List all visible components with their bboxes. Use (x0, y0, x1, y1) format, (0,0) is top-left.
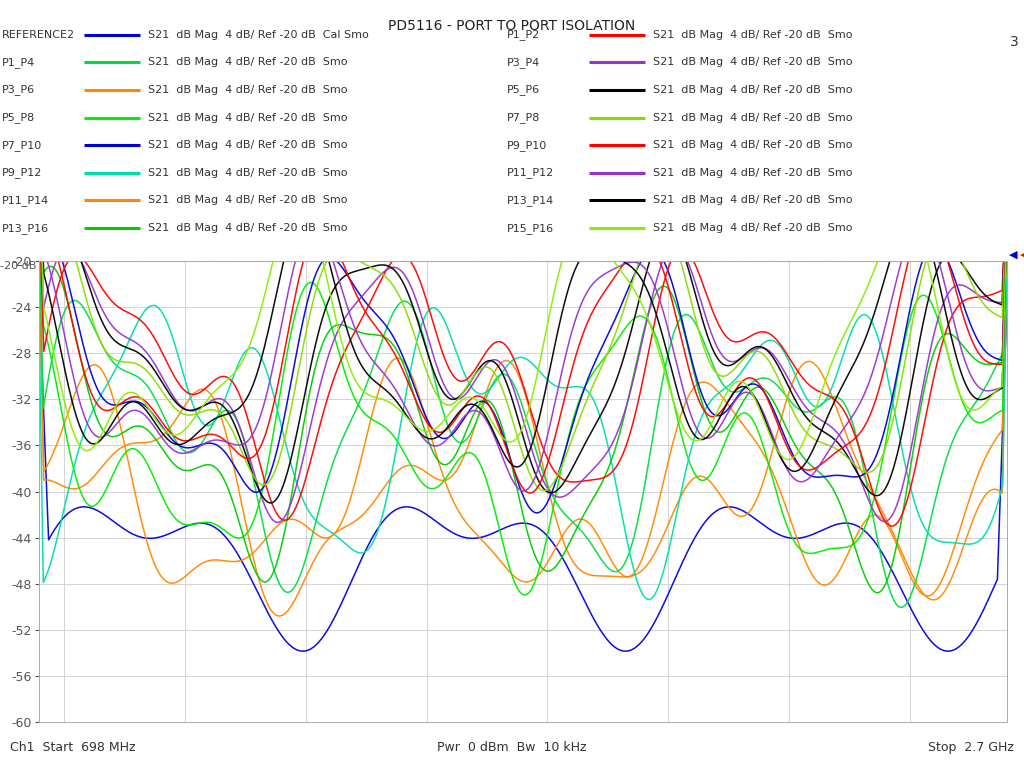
Text: P3_P6: P3_P6 (2, 84, 35, 95)
Text: P1_P4: P1_P4 (2, 57, 35, 68)
Text: P9_P10: P9_P10 (507, 140, 547, 151)
Text: 3: 3 (1010, 35, 1019, 48)
Text: P1_P2: P1_P2 (507, 29, 540, 40)
Text: S21  dB Mag  4 dB/ Ref -20 dB  Smo: S21 dB Mag 4 dB/ Ref -20 dB Smo (148, 57, 348, 68)
Text: S21  dB Mag  4 dB/ Ref -20 dB  Smo: S21 dB Mag 4 dB/ Ref -20 dB Smo (653, 223, 853, 233)
Text: P7_P10: P7_P10 (2, 140, 42, 151)
Text: S21  dB Mag  4 dB/ Ref -20 dB  Smo: S21 dB Mag 4 dB/ Ref -20 dB Smo (148, 195, 348, 206)
Text: P13_P16: P13_P16 (2, 223, 49, 233)
Text: P9_P12: P9_P12 (2, 167, 42, 178)
Text: S21  dB Mag  4 dB/ Ref -20 dB  Smo: S21 dB Mag 4 dB/ Ref -20 dB Smo (653, 84, 853, 95)
Text: S21  dB Mag  4 dB/ Ref -20 dB  Smo: S21 dB Mag 4 dB/ Ref -20 dB Smo (148, 223, 348, 233)
Text: PD5116 - PORT TO PORT ISOLATION: PD5116 - PORT TO PORT ISOLATION (388, 19, 636, 33)
Text: P11_P12: P11_P12 (507, 167, 554, 178)
Text: P5_P6: P5_P6 (507, 84, 540, 95)
Text: Stop  2.7 GHz: Stop 2.7 GHz (928, 741, 1014, 754)
Text: REFERENCE2: REFERENCE2 (2, 29, 75, 40)
Text: P3_P4: P3_P4 (507, 57, 540, 68)
Text: S21  dB Mag  4 dB/ Ref -20 dB  Cal Smo: S21 dB Mag 4 dB/ Ref -20 dB Cal Smo (148, 29, 370, 40)
Text: S21  dB Mag  4 dB/ Ref -20 dB  Smo: S21 dB Mag 4 dB/ Ref -20 dB Smo (148, 167, 348, 178)
Text: ◀: ◀ (1020, 250, 1024, 260)
Text: P15_P16: P15_P16 (507, 223, 554, 233)
Text: S21  dB Mag  4 dB/ Ref -20 dB  Smo: S21 dB Mag 4 dB/ Ref -20 dB Smo (148, 112, 348, 123)
Text: P7_P8: P7_P8 (507, 112, 541, 123)
Text: ◀: ◀ (1009, 250, 1017, 260)
Text: S21  dB Mag  4 dB/ Ref -20 dB  Smo: S21 dB Mag 4 dB/ Ref -20 dB Smo (653, 29, 853, 40)
Text: Pwr  0 dBm  Bw  10 kHz: Pwr 0 dBm Bw 10 kHz (437, 741, 587, 754)
Text: P13_P14: P13_P14 (507, 195, 554, 206)
Text: S21  dB Mag  4 dB/ Ref -20 dB  Smo: S21 dB Mag 4 dB/ Ref -20 dB Smo (653, 112, 853, 123)
Text: S21  dB Mag  4 dB/ Ref -20 dB  Smo: S21 dB Mag 4 dB/ Ref -20 dB Smo (653, 167, 853, 178)
Text: -20 dB: -20 dB (0, 261, 37, 271)
Text: P11_P14: P11_P14 (2, 195, 49, 206)
Text: S21  dB Mag  4 dB/ Ref -20 dB  Smo: S21 dB Mag 4 dB/ Ref -20 dB Smo (653, 195, 853, 206)
Text: S21  dB Mag  4 dB/ Ref -20 dB  Smo: S21 dB Mag 4 dB/ Ref -20 dB Smo (148, 84, 348, 95)
Text: Ch1  Start  698 MHz: Ch1 Start 698 MHz (10, 741, 136, 754)
Text: S21  dB Mag  4 dB/ Ref -20 dB  Smo: S21 dB Mag 4 dB/ Ref -20 dB Smo (653, 140, 853, 151)
Text: S21  dB Mag  4 dB/ Ref -20 dB  Smo: S21 dB Mag 4 dB/ Ref -20 dB Smo (653, 57, 853, 68)
Text: S21  dB Mag  4 dB/ Ref -20 dB  Smo: S21 dB Mag 4 dB/ Ref -20 dB Smo (148, 140, 348, 151)
Text: P5_P8: P5_P8 (2, 112, 35, 123)
